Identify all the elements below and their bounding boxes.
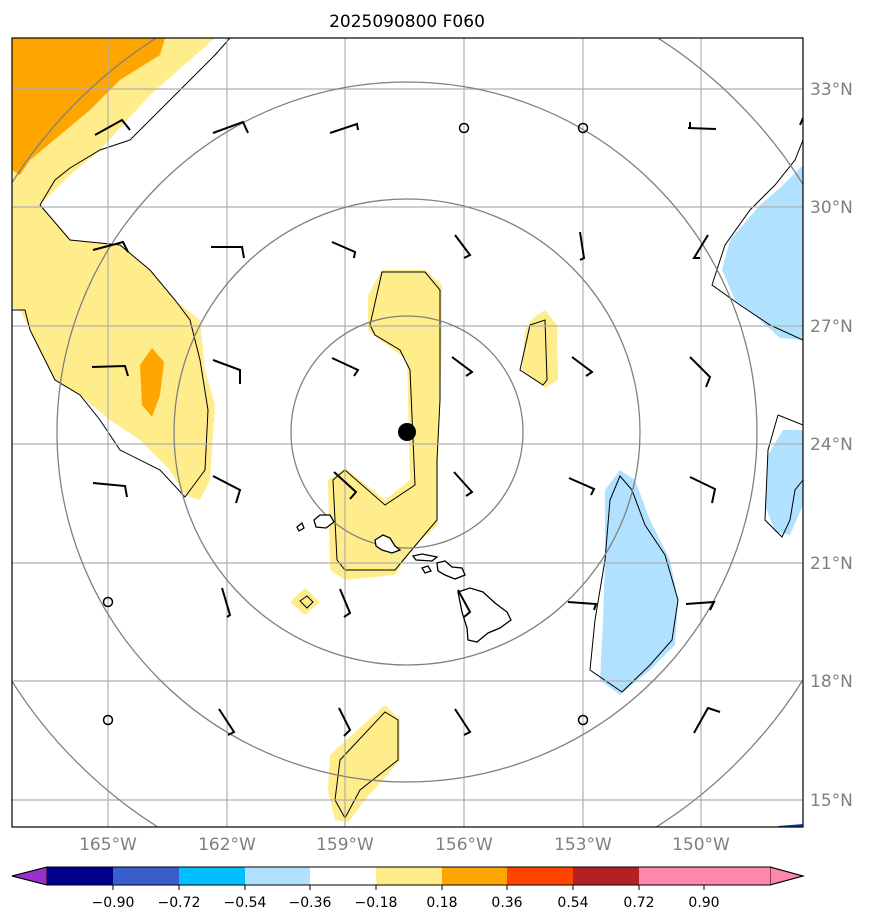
positive-anomaly-islet (522, 310, 558, 388)
island-maui (436, 560, 466, 580)
positive-anomaly-west-core (140, 348, 164, 417)
range-rings (12, 38, 803, 827)
colorbar-label: −0.90 (92, 895, 135, 911)
colorbar-label: 0.90 (688, 895, 719, 911)
colorbar-ticks (112, 885, 705, 890)
colorbar-segment (179, 867, 245, 885)
contour-lines (12, 38, 803, 820)
colorbar-label: −0.18 (355, 895, 398, 911)
colorbar-segment (113, 867, 179, 885)
colorbar-high-extend (769, 866, 805, 886)
lon-label: 156°W (435, 835, 493, 855)
negative-anomaly-corner (778, 824, 803, 827)
positive-anomaly-small (290, 588, 320, 615)
map-plot-area (12, 38, 803, 827)
colorbar-label: 0.72 (623, 895, 654, 911)
lon-label: 165°W (79, 835, 137, 855)
negative-anomaly-east-upper (722, 165, 803, 340)
lon-label: 153°W (554, 835, 612, 855)
island-hawaii (457, 587, 512, 643)
colorbar-segment (573, 867, 639, 885)
lat-label: 21°N (810, 554, 853, 574)
colorbar-segment (704, 867, 770, 885)
lat-label: 33°N (810, 80, 853, 100)
negative-anomaly-east-mid (765, 430, 803, 535)
latitude-labels: 33°N 30°N 27°N 24°N 21°N 18°N 15°N (810, 80, 853, 811)
lat-label: 27°N (810, 317, 853, 337)
lon-label: 162°W (198, 835, 256, 855)
hawaiian-islands-coastline (296, 514, 512, 643)
range-ring-2 (173, 198, 641, 666)
colorbar-label: −0.72 (158, 895, 201, 911)
longitude-labels: 165°W 162°W 159°W 156°W 153°W 150°W (79, 835, 730, 855)
map-title: 2025090800 F060 (329, 12, 485, 32)
colorbar-segment (47, 867, 113, 885)
island-molokai (411, 553, 439, 562)
colorbar-label: 0.54 (557, 895, 588, 911)
map-frame (11, 37, 804, 828)
colorbar-label: 0.36 (491, 895, 522, 911)
calm-wind-circle (577, 122, 589, 134)
storm-center-marker (398, 423, 416, 441)
calm-wind-circle (102, 714, 114, 726)
range-ring-1 (290, 315, 524, 549)
colorbar-label: −0.54 (224, 895, 267, 911)
colorbar-segment (442, 867, 507, 885)
lat-label: 18°N (810, 672, 853, 692)
colorbar-segment (376, 867, 442, 885)
lon-label: 150°W (672, 835, 730, 855)
positive-anomaly-central (328, 270, 442, 580)
colorbar-label: 0.18 (426, 895, 457, 911)
calm-wind-circle (102, 596, 114, 608)
lon-label: 159°W (316, 835, 374, 855)
calm-wind-circle (458, 122, 470, 134)
graticule (12, 38, 803, 827)
colorbar-segment (639, 867, 704, 885)
island-kauai (313, 514, 335, 529)
lat-label: 15°N (810, 791, 853, 811)
positive-anomaly-south (328, 705, 400, 822)
lat-label: 30°N (810, 198, 853, 218)
colorbar-low-extend (11, 866, 48, 886)
island-lanai (421, 565, 432, 574)
colorbar: −0.90 −0.72 −0.54 −0.36 −0.18 0.18 0.36 … (11, 866, 805, 911)
colorbar-segment (310, 867, 376, 885)
colorbar-segment (507, 867, 573, 885)
island-niihau (296, 521, 305, 532)
colorbar-segment (245, 867, 310, 885)
wind-barbs (91, 117, 803, 737)
lat-label: 24°N (810, 435, 853, 455)
colorbar-label: −0.36 (289, 895, 332, 911)
island-oahu (374, 534, 402, 554)
positive-anomaly-west-strong (12, 38, 165, 175)
calm-wind-circle (577, 714, 589, 726)
range-ring-3 (56, 81, 758, 783)
